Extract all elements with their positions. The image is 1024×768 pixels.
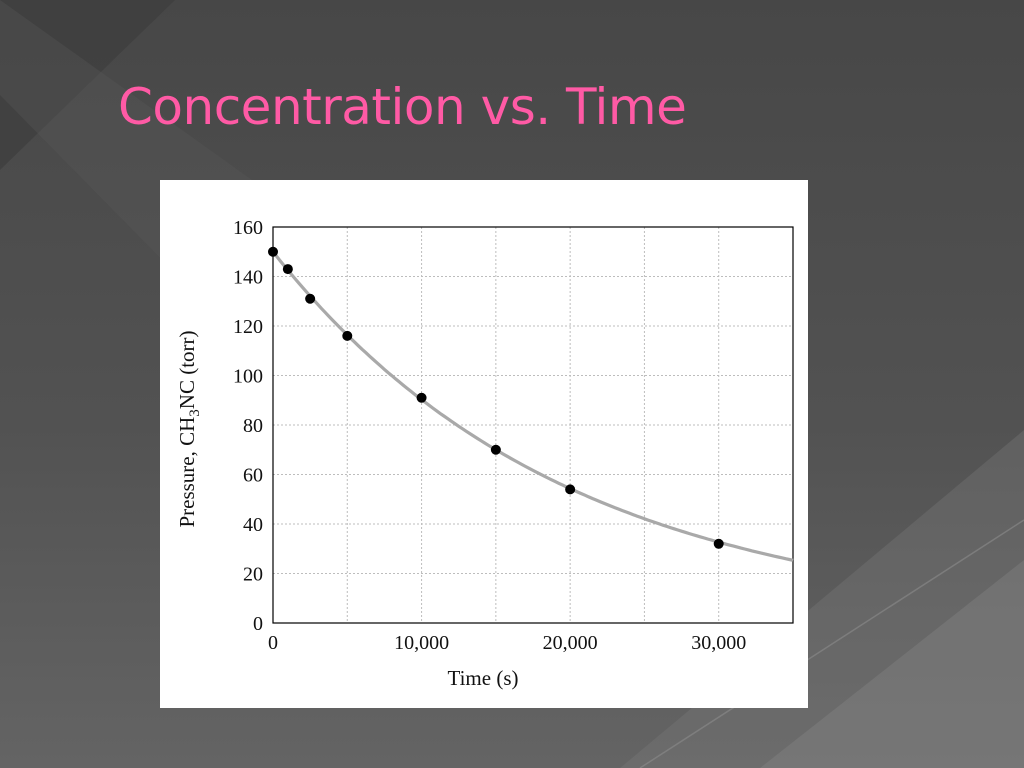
data-point: [268, 246, 278, 257]
y-tick-label: 160: [233, 217, 263, 239]
x-tick-label: 20,000: [543, 632, 598, 654]
data-point: [713, 538, 724, 549]
y-tick-label: 0: [253, 613, 263, 635]
chart: 0 20 40 60 80 100 120 140 160 0 10,000 20,000 30,000…: [175, 217, 794, 690]
plot-frame: [272, 226, 794, 624]
chart-figure: 0 20 40 60 80 100 120 140 160 0 10,000 20,000 30,000…: [160, 180, 808, 708]
y-axis-label: Pressure, CH3NC (torr): [175, 330, 203, 527]
data-point: [565, 484, 576, 495]
data-point: [416, 392, 427, 403]
data-point: [305, 293, 316, 304]
y-tick-label: 120: [233, 316, 263, 338]
slide-title: Concentration vs. Time: [118, 78, 687, 136]
x-tick-label: 10,000: [394, 632, 449, 654]
y-tick-label: 20: [243, 564, 263, 586]
y-tick-label: 40: [243, 514, 263, 536]
data-point: [342, 330, 353, 341]
y-tick-label: 100: [233, 366, 263, 388]
x-tick-label: 30,000: [691, 632, 746, 654]
fit-curve: [271, 250, 794, 562]
x-tick-label: 0: [268, 632, 278, 654]
x-axis-label: Time (s): [448, 666, 519, 690]
data-point: [490, 444, 501, 455]
data-point: [282, 264, 293, 275]
y-tick-label: 60: [243, 465, 263, 487]
y-tick-label: 140: [233, 267, 263, 289]
y-tick-label: 80: [243, 415, 263, 437]
